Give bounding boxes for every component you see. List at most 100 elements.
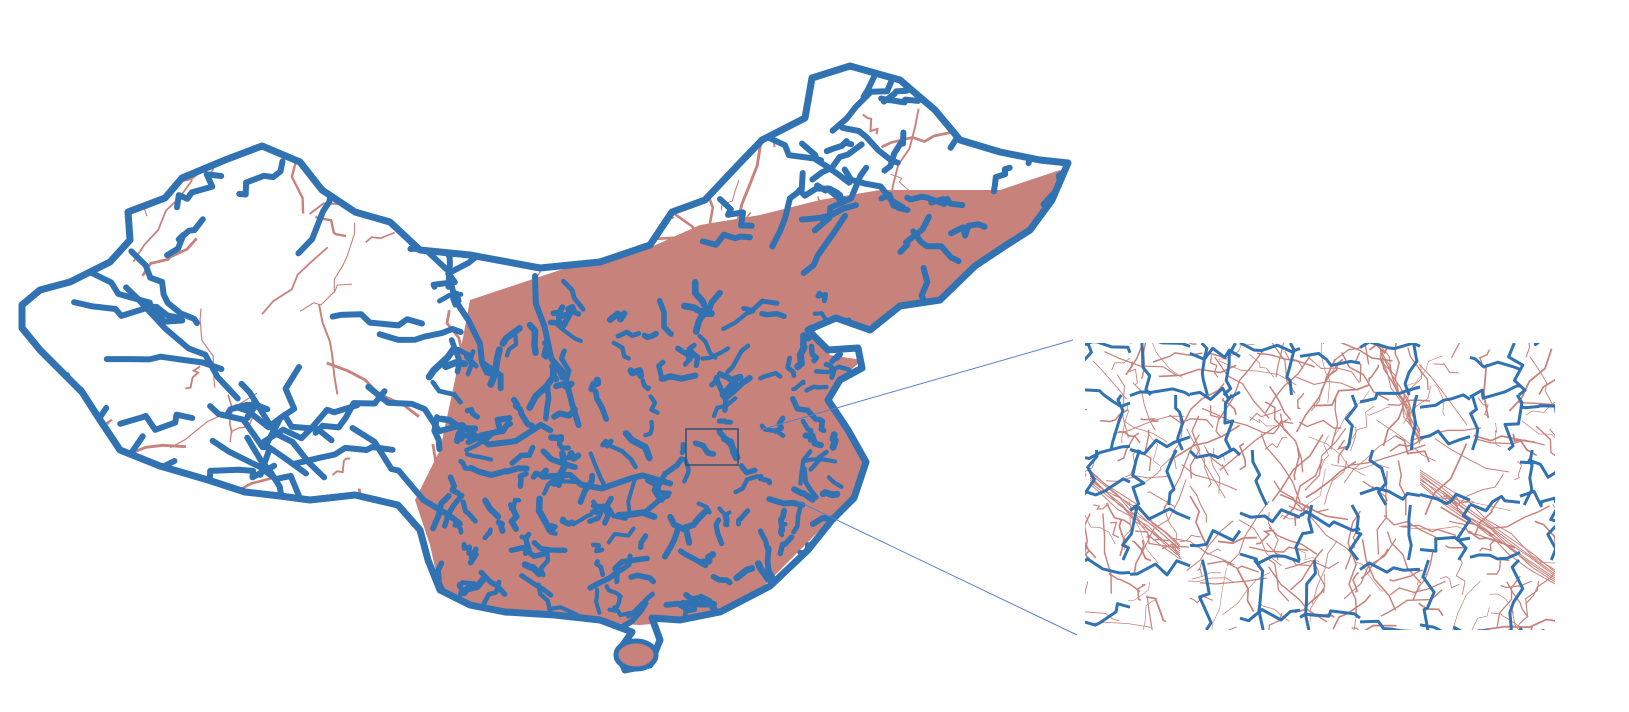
district-boundary xyxy=(808,343,820,364)
road-line xyxy=(411,106,461,166)
inset-district-boundary xyxy=(1419,393,1471,409)
inset-road-line xyxy=(1146,596,1167,623)
district-boundary xyxy=(799,140,853,186)
district-boundary xyxy=(553,380,575,391)
inset-road-line xyxy=(1189,485,1207,523)
district-boundary xyxy=(783,588,799,602)
road-line xyxy=(62,532,118,595)
district-boundary xyxy=(757,473,773,486)
district-boundary xyxy=(628,572,657,585)
road-line xyxy=(85,66,100,91)
inset-road-line xyxy=(1133,539,1145,574)
district-boundary xyxy=(656,297,674,337)
district-boundary xyxy=(592,388,610,422)
inset-road-line xyxy=(1117,432,1140,462)
inset-road-line xyxy=(1308,436,1365,476)
inset-road-line xyxy=(1336,439,1347,464)
inset-road-line xyxy=(1226,500,1270,566)
road-line xyxy=(1028,295,1054,306)
inset-road-line xyxy=(1140,418,1159,422)
district-boundary xyxy=(604,584,623,599)
district-boundary xyxy=(548,522,558,536)
inset-road-line xyxy=(1320,343,1331,403)
district-boundary xyxy=(442,492,465,529)
district-boundary xyxy=(738,463,758,476)
district-boundary xyxy=(590,542,605,554)
district-boundary xyxy=(543,383,552,422)
inset-road-line xyxy=(1534,520,1555,548)
district-boundary xyxy=(699,231,753,248)
inset-road-line xyxy=(1479,539,1496,552)
inset-district-boundary xyxy=(1129,559,1191,577)
inset-road-line xyxy=(1535,425,1555,457)
district-boundary xyxy=(153,303,200,326)
inset-district-boundary xyxy=(1469,394,1480,451)
inset-road-line xyxy=(1383,514,1437,538)
inset-district-boundary xyxy=(1130,643,1190,656)
district-boundary xyxy=(499,325,523,347)
road-line xyxy=(899,346,911,367)
inset-road-line xyxy=(1268,385,1292,421)
inset-road-line xyxy=(1313,383,1371,407)
district-boundary xyxy=(508,497,522,511)
road-line xyxy=(453,76,480,107)
inset-road-line xyxy=(1189,595,1214,604)
inset-road-line xyxy=(1221,397,1237,416)
district-boundary xyxy=(791,501,804,535)
district-boundary xyxy=(1025,83,1061,167)
inset-road-line xyxy=(1514,460,1523,481)
inset-road-lines xyxy=(1085,343,1555,630)
district-boundary xyxy=(626,476,638,513)
inset-road-line xyxy=(1549,428,1555,437)
inset-district-boundary xyxy=(1253,559,1265,630)
inset-road-line xyxy=(1344,510,1361,570)
district-boundary xyxy=(1056,66,1068,108)
district-boundary xyxy=(518,408,535,429)
district-boundary xyxy=(721,435,740,462)
inset-district-boundary xyxy=(1060,560,1071,630)
road-line xyxy=(863,253,873,327)
road-line xyxy=(874,505,886,612)
inset-district-boundary xyxy=(1188,447,1242,460)
district-boundary xyxy=(777,534,795,557)
inset-road-line xyxy=(1093,503,1109,510)
district-boundary xyxy=(809,601,832,611)
inset-road-line xyxy=(1452,580,1481,630)
inset-road-line xyxy=(1238,442,1247,471)
district-boundary xyxy=(128,248,184,317)
road-line xyxy=(327,528,345,595)
inset-district-boundary xyxy=(1419,429,1471,446)
inset-district-boundary xyxy=(1085,602,1131,627)
road-line xyxy=(73,509,88,530)
inset-road-line xyxy=(1471,607,1490,630)
district-boundary xyxy=(713,517,725,547)
district-boundary xyxy=(535,114,613,206)
inset-road-line xyxy=(1218,348,1265,420)
road-line xyxy=(313,609,320,638)
inset-road-line xyxy=(1264,401,1291,436)
inset-road-line xyxy=(1085,541,1092,561)
district-boundary xyxy=(393,157,449,196)
zoom-inset xyxy=(1060,343,1555,656)
district-boundary xyxy=(802,432,824,449)
road-line xyxy=(803,249,836,297)
inset-road-line xyxy=(1343,538,1397,600)
district-boundary xyxy=(611,340,631,361)
district-boundary xyxy=(354,140,460,197)
district-boundary xyxy=(801,466,819,500)
inset-road-line xyxy=(1271,434,1324,502)
inset-district-boundary xyxy=(1121,504,1138,561)
district-boundary xyxy=(948,221,988,239)
district-boundary xyxy=(804,384,829,393)
district-boundary xyxy=(117,411,196,433)
district-boundary xyxy=(766,496,806,508)
inset-road-line xyxy=(1189,415,1201,479)
inset-road-line xyxy=(1367,406,1390,416)
road-line xyxy=(261,534,275,587)
road-line xyxy=(442,80,461,142)
district-boundary xyxy=(587,503,607,524)
district-boundary xyxy=(627,367,645,380)
road-line xyxy=(487,557,518,615)
inset-district-boundary xyxy=(1085,444,1131,460)
inset-road-line xyxy=(1477,397,1490,418)
